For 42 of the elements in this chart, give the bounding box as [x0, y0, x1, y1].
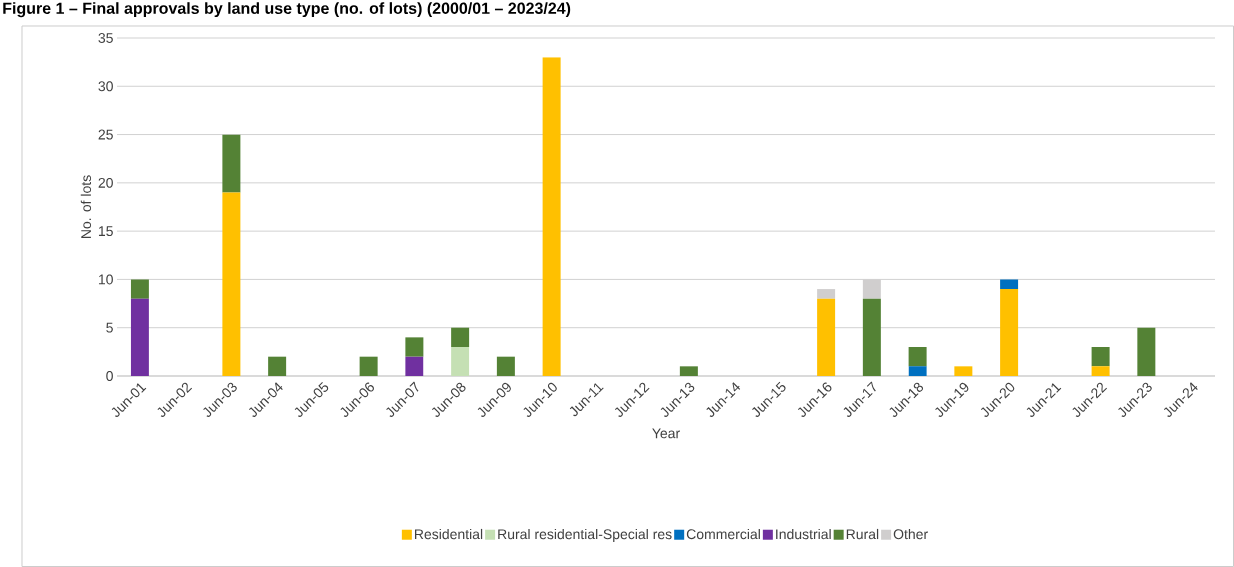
bar: [542, 57, 561, 376]
legend-label: Commercial: [686, 528, 760, 540]
legend-label: Other: [893, 528, 928, 540]
bar: [954, 366, 973, 376]
y-tick-label: 20: [98, 177, 113, 188]
bar: [1091, 366, 1110, 376]
legend-label: Residential: [415, 528, 483, 540]
bar: [496, 356, 515, 376]
bar: [405, 356, 424, 376]
bar: [679, 366, 698, 376]
bar: [451, 327, 470, 348]
bar: [222, 134, 241, 193]
bar: [817, 298, 836, 376]
y-tick-label: 35: [98, 33, 113, 43]
y-tick-label: 25: [98, 129, 113, 140]
legend-label: Rural residential-Special res: [498, 528, 672, 542]
bar: [817, 289, 836, 299]
bar: [1000, 279, 1019, 290]
bar: [451, 347, 470, 376]
y-axis-title: No. of lots: [80, 175, 92, 239]
bar: [862, 298, 881, 376]
bar: [1137, 327, 1156, 376]
bar: [130, 279, 149, 299]
y-tick-label: 5: [106, 322, 113, 333]
legend-label: Industrial: [776, 528, 831, 540]
bar: [1000, 289, 1019, 376]
bar: [130, 298, 149, 376]
bar: [908, 347, 927, 367]
chart-title: Figure 1 – Final approvals by land use type (no. of lots) (2000/01 – 2023/24): [3, 2, 571, 18]
y-tick-label: 15: [98, 226, 113, 237]
bar: [268, 356, 287, 376]
y-tick-label: 30: [98, 81, 113, 92]
bar: [222, 192, 241, 376]
y-tick-label: 10: [98, 274, 113, 285]
bar: [1091, 347, 1110, 367]
bar: [405, 337, 424, 357]
legend-label: Rural: [846, 528, 879, 540]
bar: [908, 366, 927, 376]
bar: [862, 279, 881, 299]
bar: [359, 356, 378, 376]
x-axis-title: Year: [652, 428, 680, 439]
y-tick-label: 0: [106, 371, 113, 381]
